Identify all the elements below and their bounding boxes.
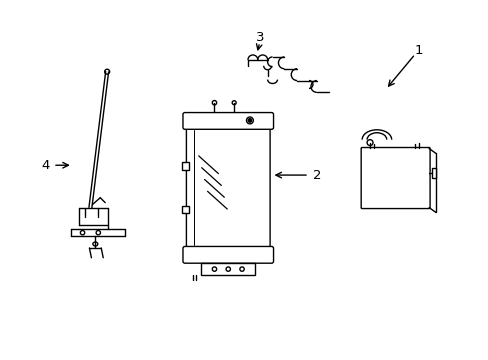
FancyBboxPatch shape [186, 124, 269, 252]
Bar [182, 206, 188, 213]
FancyBboxPatch shape [183, 113, 273, 129]
FancyBboxPatch shape [361, 148, 429, 208]
Bar [201, 263, 255, 275]
Text: 1: 1 [414, 44, 423, 57]
FancyBboxPatch shape [183, 247, 273, 263]
Bar [182, 162, 188, 170]
Text: 3: 3 [255, 31, 264, 44]
Text: 2: 2 [312, 168, 321, 181]
Text: 4: 4 [41, 159, 49, 172]
Bar [431, 168, 435, 178]
Circle shape [247, 119, 251, 122]
